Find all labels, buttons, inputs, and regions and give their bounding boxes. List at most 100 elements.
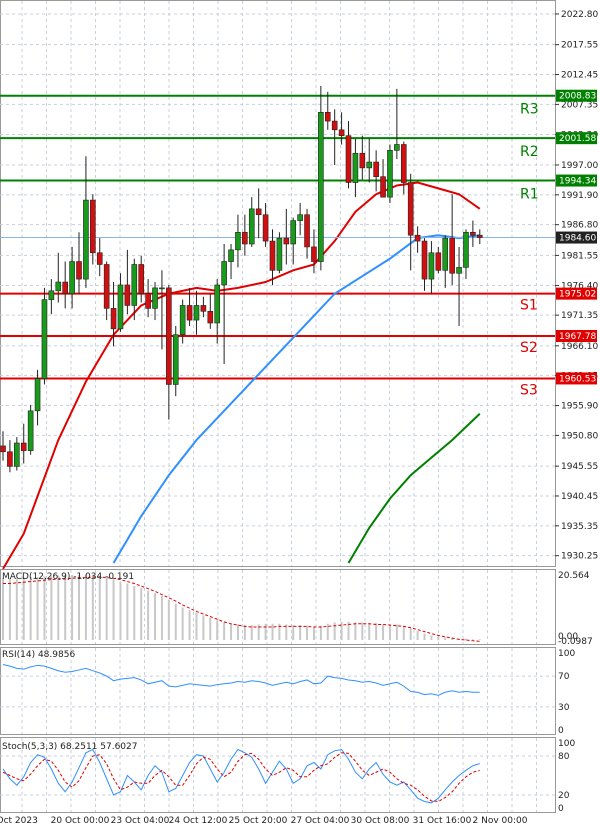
rsi-label: RSI(14) 48.9856 (2, 650, 75, 660)
candle-body (262, 214, 269, 242)
candle-body (207, 311, 214, 324)
time-tick-label: 20 Oct 00:00 (51, 816, 110, 826)
candle-body (76, 261, 82, 280)
level-label-s1: S1 (520, 298, 538, 314)
candle-body (380, 176, 386, 198)
candle-body (34, 378, 41, 412)
price-tick-label: 1991.90 (561, 191, 598, 201)
level-price-tag-text: 1960.53 (559, 374, 596, 384)
level-label-r3: R3 (520, 102, 539, 118)
candle-body (145, 293, 151, 309)
candle-body (55, 281, 62, 292)
time-tick-label: 23 Oct 04:00 (111, 816, 170, 826)
candle-body (456, 267, 462, 274)
price-tick-label: 1945.55 (561, 462, 598, 472)
rsi-tick-label: 100 (558, 649, 575, 659)
candle-body (311, 246, 317, 262)
time-tick-label: 25 Oct 20:00 (229, 816, 288, 826)
macd-tick-label: 20.564 (558, 571, 590, 581)
candle-body (214, 284, 221, 324)
candle-body (14, 442, 20, 467)
candle-body (138, 264, 144, 295)
candle-body (166, 287, 172, 385)
level-price-tag-text: 1975.02 (559, 290, 596, 300)
price-tick-label: 1976.40 (561, 282, 598, 292)
level-label-r2: R2 (520, 144, 539, 160)
candle-body (421, 240, 428, 280)
candle-body (248, 208, 255, 245)
price-tick-label: 2022.80 (561, 10, 598, 20)
price-tick-label: 2012.45 (561, 71, 598, 81)
price-tick-label: 1935.35 (561, 522, 598, 532)
candle-body (400, 144, 407, 183)
rsi-tick-label: 30 (558, 703, 570, 713)
candle-body (359, 152, 366, 169)
candle-body (228, 249, 234, 262)
candle-body (476, 234, 483, 238)
current-price-tag-text: 1984.60 (559, 234, 596, 244)
rsi-tick-label: 0 (558, 726, 564, 736)
candle-body (90, 199, 96, 254)
candle-body (152, 287, 158, 309)
candle-body (283, 237, 290, 245)
price-tick-label: 1955.90 (561, 402, 598, 412)
rsi-line (2, 664, 480, 696)
stoch-tick-label: 80 (558, 752, 570, 762)
stoch-tick-label: 100 (558, 739, 575, 749)
candle-body (159, 287, 165, 290)
candle-body (221, 261, 227, 286)
candle-body (48, 290, 55, 300)
time-tick-label: 31 Oct 16:00 (413, 816, 472, 826)
candle-body (428, 252, 435, 280)
moving-average-line (347, 413, 481, 564)
price-tick-label: 1981.55 (561, 251, 598, 261)
current-price-tag (556, 231, 597, 244)
candle-body (394, 144, 400, 151)
candle-body (290, 220, 297, 245)
time-tick-label: 30 Oct 08:00 (351, 816, 410, 826)
price-tick-label: 1930.25 (561, 552, 598, 562)
level-price-tag (556, 174, 597, 187)
time-tick-label: 27 Oct 04:00 (291, 816, 350, 826)
candle-body (172, 334, 179, 385)
candle-body (124, 284, 131, 306)
candle-body (324, 111, 331, 122)
candle-body (387, 150, 393, 198)
candle-body (276, 237, 283, 271)
candle-body (83, 199, 89, 280)
stoch-label: Stoch(5,3,3) 68.2511 57.6027 (2, 742, 137, 752)
candle-body (373, 161, 379, 177)
candle-body (110, 308, 117, 330)
level-price-tag (556, 372, 597, 385)
candle-body (235, 231, 241, 251)
candle-body (27, 410, 34, 451)
macd-tick-label: 0.00 (558, 632, 578, 642)
price-tick-label: 1966.10 (561, 342, 598, 352)
level-price-tag (556, 330, 597, 343)
candle-body (442, 237, 449, 271)
candle-body (463, 231, 469, 268)
price-tick-label: 1950.80 (561, 431, 598, 441)
candle-body (449, 237, 455, 274)
candle-body (318, 111, 324, 262)
macd-tick-label: -0.0987 (558, 637, 593, 647)
level-price-tag (556, 132, 597, 145)
time-tick-label: 2 Nov 00:00 (473, 816, 528, 826)
candle-body (242, 231, 248, 245)
candle-body (179, 305, 186, 336)
candle-body (41, 299, 48, 379)
candle-body (62, 281, 68, 295)
price-tick-label: 1997.00 (561, 161, 598, 171)
moving-average-line (112, 234, 480, 564)
candle-body (352, 152, 359, 183)
level-price-tag-text: 1994.34 (559, 177, 596, 187)
candle-body (304, 214, 310, 248)
candle-body (414, 234, 421, 242)
candle-body (69, 261, 75, 295)
candle-body (117, 284, 124, 330)
candle-body (96, 252, 103, 265)
candle-body (297, 214, 303, 221)
level-price-tag (556, 89, 597, 102)
candle-body (255, 208, 262, 216)
